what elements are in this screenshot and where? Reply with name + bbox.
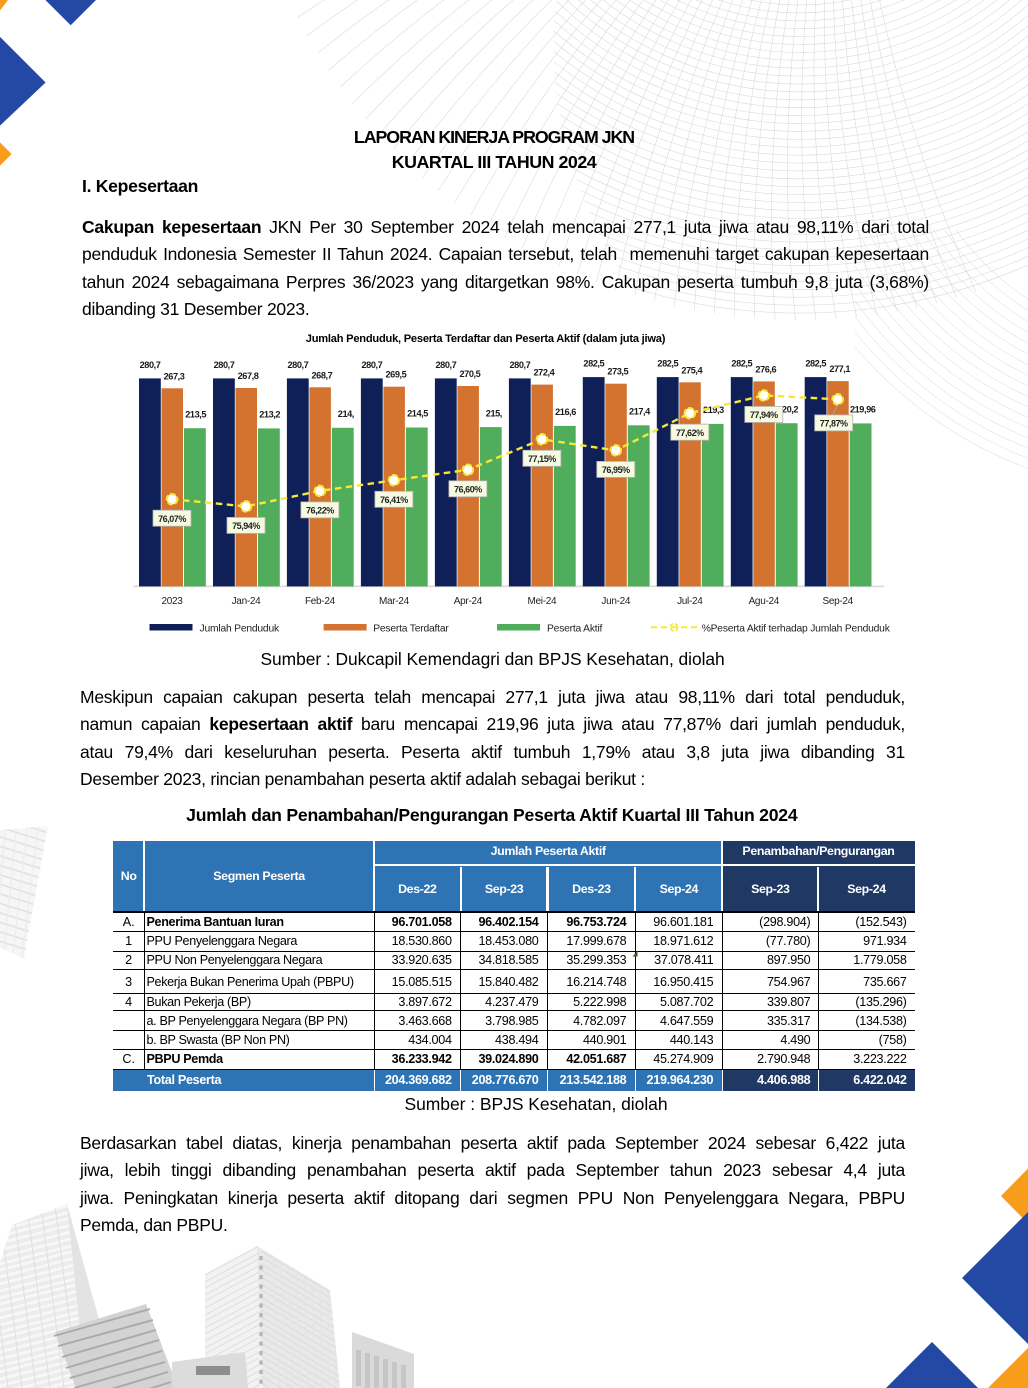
svg-text:76,07%: 76,07%: [158, 514, 186, 524]
svg-text:77,94%: 77,94%: [750, 410, 778, 420]
svg-text:280,7: 280,7: [140, 360, 161, 370]
svg-text:213,2: 213,2: [259, 410, 280, 420]
svg-text:267,3: 267,3: [164, 371, 185, 381]
svg-text:76,60%: 76,60%: [454, 485, 482, 495]
svg-text:280,7: 280,7: [510, 360, 531, 370]
svg-text:219,3: 219,3: [703, 405, 724, 415]
svg-text:214,5: 214,5: [407, 409, 428, 419]
svg-text:269,5: 269,5: [386, 370, 407, 380]
svg-text:Feb-24: Feb-24: [305, 596, 336, 607]
svg-text:282,5: 282,5: [583, 359, 604, 369]
svg-text:219,96: 219,96: [850, 405, 876, 415]
svg-text:267,8: 267,8: [238, 371, 259, 381]
svg-text:213,5: 213,5: [185, 409, 206, 419]
svg-text:215,: 215,: [486, 408, 502, 418]
svg-text:76,22%: 76,22%: [306, 506, 334, 516]
svg-text:77,62%: 77,62%: [676, 428, 704, 438]
svg-text:Jul-24: Jul-24: [677, 596, 703, 607]
svg-text:277,1: 277,1: [829, 364, 850, 374]
svg-text:2023: 2023: [161, 596, 183, 607]
svg-text:Agu-24: Agu-24: [749, 596, 780, 607]
svg-text:76,41%: 76,41%: [380, 495, 408, 505]
svg-text:282,5: 282,5: [731, 359, 752, 369]
svg-text:272,4: 272,4: [534, 368, 556, 378]
svg-text:280,7: 280,7: [214, 360, 235, 370]
svg-text:77,15%: 77,15%: [528, 454, 556, 464]
svg-text:268,7: 268,7: [312, 370, 333, 380]
svg-text:77,87%: 77,87%: [820, 419, 848, 429]
svg-text:Peserta Aktif: Peserta Aktif: [547, 624, 603, 635]
svg-text:282,5: 282,5: [805, 359, 826, 369]
svg-text:Jan-24: Jan-24: [232, 596, 262, 607]
svg-text:280,7: 280,7: [362, 360, 383, 370]
svg-text:Mar-24: Mar-24: [379, 596, 410, 607]
svg-text:273,5: 273,5: [607, 367, 628, 377]
svg-text:282,5: 282,5: [657, 359, 678, 369]
svg-text:76,95%: 76,95%: [602, 465, 630, 475]
svg-text:Peserta Terdaftar: Peserta Terdaftar: [373, 624, 449, 635]
svg-text:216,6: 216,6: [555, 407, 576, 417]
svg-text:Mei-24: Mei-24: [528, 596, 558, 607]
svg-text:275,4: 275,4: [681, 365, 703, 375]
svg-text:276,6: 276,6: [755, 364, 776, 374]
svg-text:Sep-24: Sep-24: [822, 596, 853, 607]
svg-text:20,2: 20,2: [782, 404, 798, 414]
svg-text:Jumlah Penduduk: Jumlah Penduduk: [200, 624, 280, 635]
svg-text:%Peserta Aktif terhadap Jumlah: %Peserta Aktif terhadap Jumlah Penduduk: [702, 624, 891, 635]
svg-text:75,94%: 75,94%: [232, 521, 260, 531]
svg-text:214,: 214,: [338, 409, 354, 419]
svg-text:280,7: 280,7: [436, 360, 457, 370]
svg-text:217,4: 217,4: [629, 407, 651, 417]
svg-text:Apr-24: Apr-24: [454, 596, 483, 607]
svg-text:280,7: 280,7: [288, 360, 309, 370]
svg-text:270,5: 270,5: [460, 369, 481, 379]
svg-text:Jun-24: Jun-24: [601, 596, 631, 607]
